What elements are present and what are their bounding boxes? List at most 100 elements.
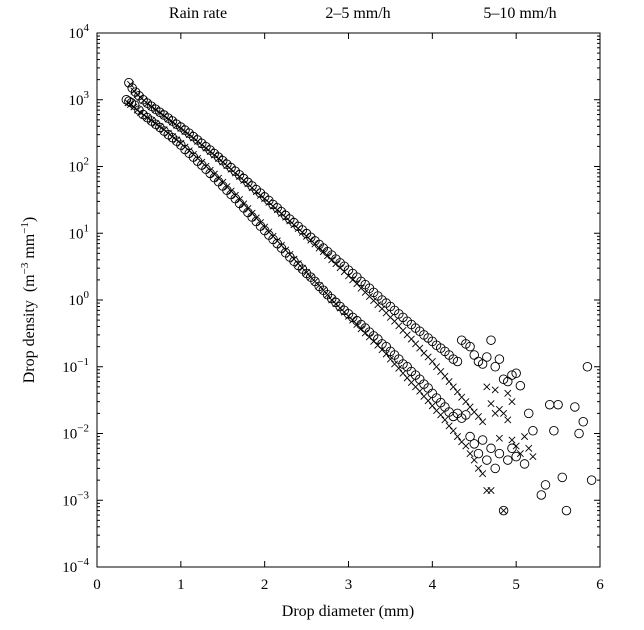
circle-point [486,335,496,345]
y-axis-label-mid: mm [21,233,38,262]
legend-entry-5-10: 5–10 mm/h [483,5,556,22]
y-tick-label: 104 [69,22,90,42]
cross-point [479,418,487,426]
cross-point [453,433,462,441]
cross-point [386,355,394,363]
circle-point [482,352,492,362]
circle-point [124,77,134,88]
cross-point [173,136,181,144]
cross-point [127,100,135,108]
circle-point [507,443,517,454]
cross-point [256,191,264,199]
cross-point [495,434,503,442]
y-axis-label: Drop density (m−3 mm−1) [19,217,38,384]
x-tick-label: 5 [512,577,520,593]
circle-point [540,480,551,490]
y-tick-label: 101 [69,222,90,242]
legend-entry-2-5: 2–5 mm/h [325,5,390,22]
cross-point [152,106,160,114]
circle-point [452,356,463,367]
cross-point [303,268,311,276]
cross-point [210,151,218,159]
circle-point [498,505,509,516]
x-tick-label: 6 [596,577,604,593]
cross-point [491,386,499,394]
cross-point [382,350,390,358]
circle-point [503,455,513,465]
x-tick-label: 0 [93,577,101,593]
cross-point [449,427,457,435]
x-tick-label: 4 [429,577,437,593]
circle-point [553,399,563,410]
circle-point [507,370,517,380]
cross-point [445,378,453,386]
circle-point [465,431,475,442]
cross-point [512,442,520,450]
cross-point [181,127,189,135]
circle-point [582,362,593,372]
cross-point [143,99,151,107]
y-tick-label: 10−4 [62,556,89,576]
cross-point [215,154,223,162]
circle-point [482,455,492,465]
cross-point [453,388,462,396]
x-axis-label: Drop diameter (mm) [282,603,414,620]
cross-point [500,409,508,417]
y-tick-label: 10−1 [62,356,89,376]
cross-point [529,453,537,461]
cross-point [168,133,176,141]
cross-point [521,433,529,441]
plot-frame [96,32,601,568]
y-axis-label-main: Drop density [21,300,38,383]
circle-point [494,354,505,364]
cross-point [189,134,197,142]
y-axis-label-close: ) [21,217,38,222]
y-axis-label-exp2: −1 [19,222,31,234]
cross-point [487,486,495,495]
cross-point [143,114,151,122]
cross-point [441,416,449,424]
cross-point [152,120,160,128]
circle-point [578,416,588,427]
cross-point [483,383,491,391]
circle-point [519,459,530,469]
cross-point [160,112,168,120]
circle-point [126,98,137,108]
cross-point [324,291,332,299]
circle-point [469,350,480,360]
x-axis: 0 1 2 3 4 5 6 [93,33,604,593]
cross-point [437,411,445,419]
cross-point [500,507,508,515]
cross-point [462,398,470,406]
circle-point [473,448,484,459]
circle-point [586,475,597,485]
circle-point [549,425,559,436]
data-marks [121,77,597,516]
cross-point [164,129,172,137]
cross-point [428,357,436,365]
cross-point [479,470,487,478]
circle-point [536,490,547,500]
cross-point [395,364,403,372]
circle-point [523,408,534,419]
circle-point [469,439,480,449]
y-tick-label: 10−2 [62,423,89,443]
circle-point [574,428,584,439]
cross-point [424,397,432,405]
cross-point [525,444,533,452]
cross-point [198,141,206,149]
cross-point [156,123,164,131]
cross-point [441,372,449,380]
cross-point [416,387,424,395]
cross-point [160,126,168,134]
circle-point [494,448,505,459]
cross-point [202,144,210,152]
circle-point [561,505,572,516]
y-tick-label: 10−3 [62,489,89,509]
circle-point [486,443,496,454]
circle-point [515,380,526,391]
y-axis: 10−4 10−3 10−2 10−1 100 101 102 103 104 [62,22,600,576]
x-tick-label: 3 [345,577,353,593]
circle-point [570,402,580,412]
